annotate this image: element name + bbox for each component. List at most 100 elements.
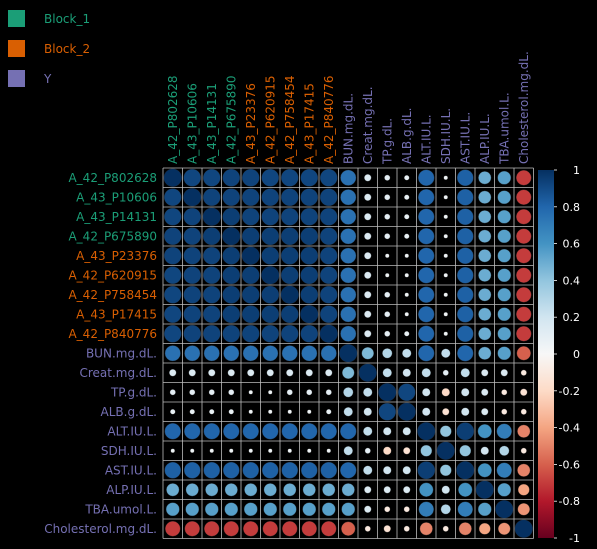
cell-circle-9-15 — [457, 345, 474, 362]
cell-circle-4-0 — [163, 246, 182, 265]
cell-circle-0-0 — [163, 168, 182, 187]
cell-circle-14-4 — [248, 448, 253, 453]
cell-circle-13-12 — [402, 427, 411, 436]
cell-circle-18-1 — [184, 521, 200, 537]
cell-circle-18-4 — [243, 521, 259, 537]
colorbar-tick-label: 0.8 — [563, 201, 581, 214]
cell-circle-2-18 — [516, 209, 532, 225]
col-label-tp-g-dl: TP.g.dL. — [380, 118, 394, 165]
cell-circle-18-3 — [223, 521, 239, 537]
cell-circle-15-5 — [261, 461, 279, 479]
cell-circle-17-13 — [418, 501, 434, 517]
cell-circle-8-10 — [364, 330, 372, 338]
cell-circle-13-1 — [184, 423, 201, 440]
col-label-sdh-iu-l: SDH.IU.L. — [439, 108, 453, 164]
cell-circle-5-1 — [183, 266, 202, 285]
cell-circle-9-3 — [223, 345, 240, 362]
cell-circle-1-18 — [516, 189, 532, 205]
colorbar-tick-label: 0.2 — [563, 311, 581, 324]
col-label-tba-umol-l: TBA.umol.L. — [497, 92, 511, 165]
cell-circle-5-0 — [163, 266, 182, 285]
cell-circle-10-4 — [247, 369, 255, 377]
cell-circle-3-18 — [516, 228, 532, 244]
cell-circle-0-18 — [516, 170, 532, 186]
cell-circle-10-10 — [358, 363, 377, 382]
cell-circle-10-1 — [188, 369, 196, 377]
cell-circle-9-1 — [184, 345, 201, 362]
cell-circle-13-18 — [517, 424, 531, 438]
cell-circle-7-10 — [364, 310, 372, 318]
cell-circle-3-14 — [443, 234, 448, 239]
cell-circle-15-2 — [203, 461, 221, 479]
cell-circle-13-14 — [439, 425, 452, 438]
cell-circle-4-4 — [241, 246, 260, 265]
cell-circle-9-2 — [203, 345, 220, 362]
cell-circle-7-12 — [404, 312, 409, 317]
cell-circle-15-16 — [477, 463, 492, 478]
col-label-a-43-p14131: A_43_P14131 — [205, 83, 219, 164]
cell-circle-11-18 — [520, 388, 528, 396]
cell-circle-2-11 — [384, 213, 391, 220]
cell-circle-17-4 — [243, 502, 258, 517]
cell-circle-14-8 — [326, 448, 331, 453]
cell-circle-14-17 — [499, 445, 510, 456]
cell-circle-1-16 — [478, 190, 492, 204]
legend-swatch-y — [8, 70, 25, 87]
colorbar-gradient — [538, 170, 554, 538]
cell-circle-7-4 — [241, 305, 260, 324]
cell-circle-18-15 — [458, 522, 472, 536]
cell-circle-11-12 — [397, 383, 416, 402]
cell-circle-1-3 — [222, 188, 241, 207]
cell-circle-16-6 — [283, 483, 297, 497]
cell-circle-12-11 — [378, 402, 397, 421]
cell-circle-12-6 — [287, 409, 292, 414]
row-label-a-43-p17415: A_43_P17415 — [76, 307, 157, 321]
cell-circle-8-15 — [456, 325, 474, 343]
cell-circle-18-18 — [514, 519, 533, 538]
cell-circle-5-15 — [456, 266, 474, 284]
cell-circle-2-7 — [300, 207, 319, 226]
cell-circle-9-16 — [478, 346, 492, 360]
cell-circle-11-15 — [461, 388, 470, 397]
cell-circle-3-1 — [183, 227, 202, 246]
cell-circle-4-15 — [456, 247, 474, 265]
cell-circle-18-9 — [341, 521, 356, 536]
cell-circle-12-13 — [422, 407, 431, 416]
cell-circle-0-10 — [364, 174, 372, 182]
cell-circle-11-5 — [268, 390, 273, 395]
cell-circle-8-5 — [261, 324, 280, 343]
cell-circle-18-7 — [301, 521, 317, 537]
cell-circle-4-6 — [280, 246, 299, 265]
cell-circle-9-9 — [339, 344, 358, 363]
cell-circle-0-13 — [418, 169, 435, 186]
cell-circle-5-9 — [340, 267, 357, 284]
cell-circle-9-14 — [441, 348, 451, 358]
colorbar-tick-label: 0.4 — [563, 274, 581, 287]
cell-circle-14-10 — [364, 447, 371, 454]
cell-circle-4-14 — [443, 253, 448, 258]
cell-circle-10-15 — [460, 368, 470, 378]
cell-circle-14-0 — [170, 448, 175, 453]
matrix-cells — [163, 168, 533, 538]
cell-circle-9-11 — [382, 348, 393, 359]
colorbar-tick-label: -0.8 — [559, 495, 580, 508]
cell-circle-5-17 — [497, 268, 512, 283]
cell-circle-18-12 — [403, 525, 410, 532]
cell-circle-2-5 — [261, 207, 280, 226]
row-label-tp-g-dl: TP.g.dL. — [110, 385, 157, 399]
cell-circle-15-17 — [496, 462, 512, 478]
colorbar-tick-label: -1 — [569, 532, 580, 545]
cell-circle-5-6 — [280, 266, 299, 285]
cell-circle-2-8 — [319, 207, 338, 226]
cell-circle-10-14 — [442, 369, 449, 376]
col-label-a-42-p802628: A_42_P802628 — [166, 75, 180, 164]
cell-circle-14-2 — [209, 448, 214, 453]
cell-circle-8-11 — [384, 330, 391, 337]
cell-circle-1-8 — [319, 188, 338, 207]
cell-circle-2-1 — [183, 207, 202, 226]
cell-circle-12-1 — [189, 409, 195, 415]
cell-circle-16-7 — [302, 483, 316, 497]
row-label-a-42-p802628: A_42_P802628 — [68, 171, 157, 185]
cell-circle-8-6 — [280, 324, 299, 343]
